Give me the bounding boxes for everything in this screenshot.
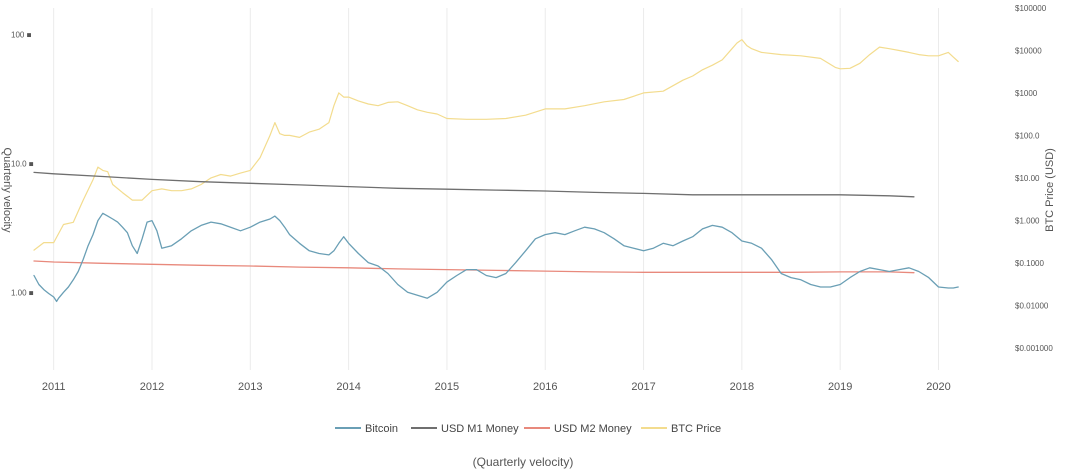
left-tick-label: 10.0 ■ [11,159,34,168]
series-lines [33,39,959,303]
right-tick-label: $100000 [1015,4,1047,13]
series-line-usd-m2-money [33,260,915,274]
right-tick-label: $1.000 [1015,216,1040,225]
right-axis-title: BTC Price (USD) [1044,148,1056,232]
series-line-btc-price [33,39,959,251]
legend-label-bitcoin: Bitcoin [365,423,398,435]
series-line-bitcoin [33,212,959,303]
x-axis-ticks: 2011 2012 2013 2014 2015 2016 2017 2018 2019 2020 [42,381,951,393]
x-tick-label: 2011 [42,381,66,393]
right-tick-label: $10000 [1015,46,1042,55]
right-tick-label: $100.0 [1015,131,1040,140]
legend-label-usd-m1-money: USD M1 Money [441,423,519,435]
right-axis-ticks: $100000 $10000 $1000 $100.0 $10.00 $1.000 $0.1… [1015,4,1053,353]
x-tick-label: 2016 [533,381,557,393]
x-tick-label: 2012 [140,381,164,393]
left-axis-title: Quarterly velocity [1,148,13,233]
x-tick-label: 2013 [238,381,262,393]
chart-caption: (Quarterly velocity) [473,455,574,469]
legend: Bitcoin USD M1 Money USD M2 Money BTC Price [335,423,721,435]
right-tick-label: $1000 [1015,89,1038,98]
legend-label-usd-m2-money: USD M2 Money [554,423,632,435]
x-tick-label: 2015 [435,381,459,393]
x-tick-label: 2020 [926,381,950,393]
left-axis-ticks: 100 ■ 10.0 ■ 1.00 ■ [11,30,34,297]
right-tick-label: $0.001000 [1015,344,1053,353]
vertical-gridlines [53,8,940,370]
left-tick-label: 100 ■ [11,30,32,39]
x-tick-label: 2018 [730,381,754,393]
legend-label-btc-price: BTC Price [671,423,721,435]
x-tick-label: 2014 [336,381,360,393]
right-tick-label: $10.00 [1015,174,1040,183]
left-tick-label: 1.00 ■ [11,288,34,297]
x-tick-label: 2017 [631,381,655,393]
x-tick-label: 2019 [828,381,852,393]
series-line-usd-m1-money [33,171,915,198]
right-tick-label: $0.01000 [1015,301,1049,310]
right-tick-label: $0.1000 [1015,259,1044,268]
